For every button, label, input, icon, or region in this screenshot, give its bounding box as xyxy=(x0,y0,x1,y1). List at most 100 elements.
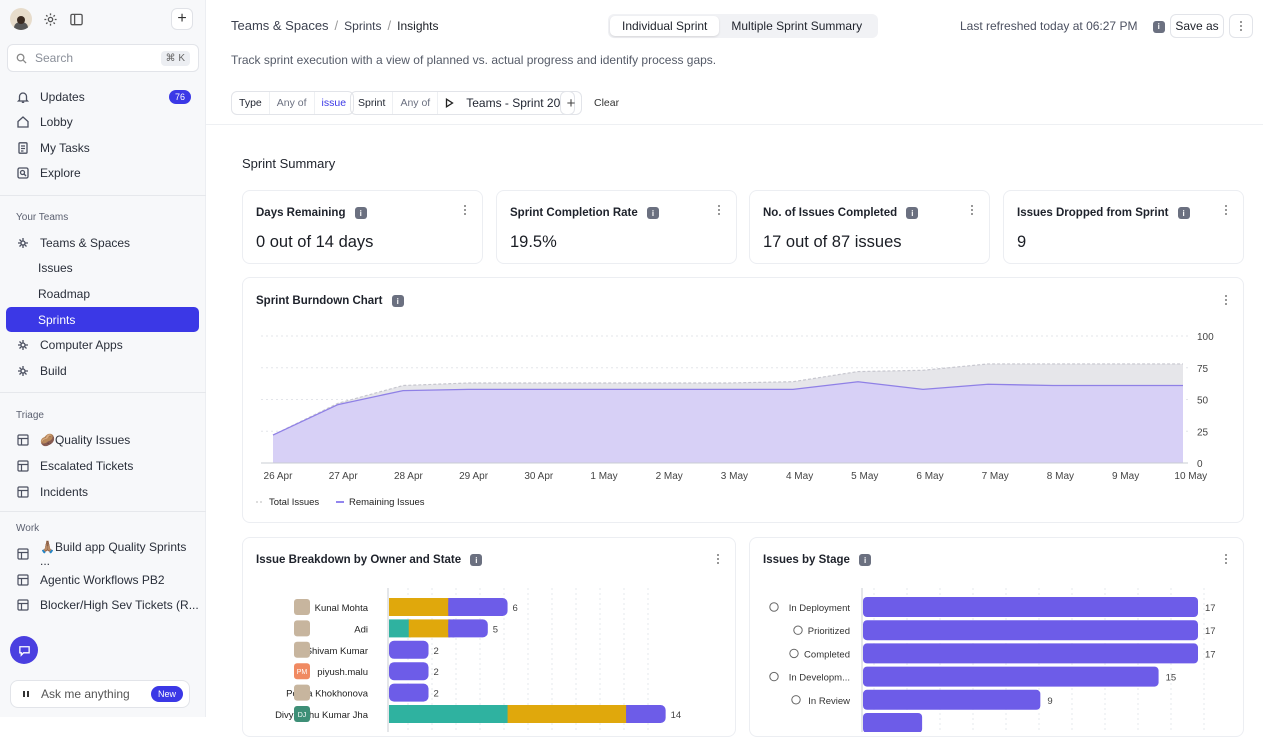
sidebar-item-updates[interactable]: Updates 76 xyxy=(6,84,199,109)
search-shortcut: ⌘ K xyxy=(160,50,190,66)
play-icon xyxy=(446,98,454,108)
owner-breakdown-chart: Kunal Mohta 6 Adi 5 Shivam Kumar 2 piyush.malu… xyxy=(275,588,681,732)
sidebar-item-label: 🙏🏽Build app Quality Sprints ... xyxy=(40,539,187,568)
info-icon[interactable]: i xyxy=(391,295,404,307)
sidebar-toggle-icon[interactable] xyxy=(68,11,84,27)
sidebar-item-label: Explore xyxy=(40,165,81,180)
x-tick-label: 10 May xyxy=(1174,471,1207,482)
save-as-button[interactable]: Save as xyxy=(1170,14,1224,38)
sidebar-item-quality-issues[interactable]: 🥔Quality Issues xyxy=(6,427,199,452)
info-icon[interactable]: i xyxy=(859,554,872,566)
gear-icon[interactable] xyxy=(42,11,58,27)
sidebar-item-incidents[interactable]: Incidents xyxy=(6,479,199,504)
breadcrumb-sprints[interactable]: Sprints xyxy=(344,19,382,33)
sidebar-item-sprints[interactable]: Sprints xyxy=(6,307,199,332)
card-menu-button[interactable] xyxy=(718,205,720,215)
sidebar-item-blocker-tickets[interactable]: Blocker/High Sev Tickets (R... xyxy=(6,592,199,617)
sidebar-item-my-tasks[interactable]: My Tasks xyxy=(6,135,199,160)
owner-name-label: Kunal Mohta xyxy=(315,603,369,614)
view-toggle: Individual Sprint Multiple Sprint Summar… xyxy=(608,14,878,38)
sidebar-item-escalated-tickets[interactable]: Escalated Tickets xyxy=(6,453,199,478)
sidebar-item-roadmap[interactable]: Roadmap xyxy=(6,281,199,306)
tab-multiple-sprint-summary[interactable]: Multiple Sprint Summary xyxy=(731,19,863,33)
info-icon[interactable]: i xyxy=(906,207,919,219)
document-icon xyxy=(16,141,30,155)
sidebar-item-build-app-quality[interactable]: 🙏🏽Build app Quality Sprints ... xyxy=(6,539,199,568)
x-tick-label: 4 May xyxy=(786,471,813,482)
breadcrumb-separator: / xyxy=(334,18,339,33)
sidebar-item-explore[interactable]: Explore xyxy=(6,160,199,185)
sidebar-divider xyxy=(0,511,206,512)
owner-name-label: Polina Khokhonova xyxy=(286,689,369,700)
filter-type[interactable]: Type Any of issue xyxy=(231,91,355,115)
sidebar-item-issues[interactable]: Issues xyxy=(6,255,199,280)
card-title: Issues Dropped from Sprint i xyxy=(1017,207,1190,219)
stage-bar xyxy=(863,713,923,732)
card-menu-button[interactable] xyxy=(971,205,973,215)
info-icon[interactable]: i xyxy=(646,207,659,219)
clear-filters-button[interactable]: Clear xyxy=(594,97,620,109)
filter-sprint-value[interactable]: Teams - Sprint 20 xyxy=(438,92,574,114)
card-menu-button[interactable] xyxy=(464,205,466,215)
chart-menu-button[interactable] xyxy=(1225,554,1227,564)
search-icon xyxy=(16,53,27,64)
owner-bar-segment xyxy=(507,705,629,723)
sidebar-item-lobby[interactable]: Lobby xyxy=(6,109,199,134)
sprocket-icon xyxy=(16,236,30,250)
stage-status-icon xyxy=(793,625,803,635)
sidebar-item-teams-spaces[interactable]: Teams & Spaces xyxy=(6,230,199,255)
stage-bar xyxy=(863,620,1198,641)
filter-type-op[interactable]: Any of xyxy=(270,92,315,114)
info-icon[interactable]: i xyxy=(354,207,367,219)
table-icon xyxy=(16,598,30,612)
kebab-icon xyxy=(1225,295,1227,305)
tab-individual-sprint[interactable]: Individual Sprint xyxy=(610,16,720,36)
owner-bar-segment xyxy=(389,598,451,616)
card-completion-rate: Sprint Completion Rate i 19.5% xyxy=(496,190,737,264)
user-avatar[interactable] xyxy=(10,8,32,30)
stage-bar xyxy=(863,643,1198,664)
sidebar-top-icons xyxy=(10,8,84,30)
x-tick-label: 5 May xyxy=(851,471,878,482)
y-tick-label: 50 xyxy=(1197,396,1209,407)
y-tick-label: 25 xyxy=(1197,427,1209,438)
search-input[interactable]: Search ⌘ K xyxy=(7,44,199,72)
issues-by-stage-chart: In Deployment 17 Prioritized 17 Completed 17 I… xyxy=(769,588,1216,732)
ask-input[interactable]: Ask me anything New xyxy=(10,680,190,708)
search-placeholder: Search xyxy=(35,51,74,65)
add-filter-button[interactable]: + xyxy=(560,91,582,115)
burndown-chart: 0 25 50 75 100 26 Apr 27 Apr 28 Apr 29 Apr 30 Apr… xyxy=(256,332,1214,508)
filter-type-value[interactable]: issue xyxy=(321,97,347,109)
stage-status-icon xyxy=(789,648,799,659)
owner-bar-segment-join xyxy=(626,705,633,723)
filter-sprint[interactable]: Sprint Any of Teams - Sprint 20 xyxy=(350,91,576,115)
sidebar-item-computer-apps[interactable]: Computer Apps xyxy=(6,332,199,357)
info-icon[interactable]: i xyxy=(1177,207,1190,219)
section-header-teams: Your Teams xyxy=(16,212,69,223)
stage-bar xyxy=(863,666,1159,687)
chat-button[interactable] xyxy=(10,636,38,664)
filter-sprint-op[interactable]: Any of xyxy=(393,92,439,114)
card-menu-button[interactable] xyxy=(1225,205,1227,215)
new-item-button[interactable]: + xyxy=(171,8,193,30)
chart-menu-button[interactable] xyxy=(1225,295,1227,305)
chart-menu-button[interactable] xyxy=(717,554,719,564)
info-icon[interactable]: i xyxy=(1152,20,1165,33)
sidebar-item-agentic-workflows[interactable]: Agentic Workflows PB2 xyxy=(6,567,199,592)
info-icon[interactable]: i xyxy=(470,554,483,566)
sidebar-item-label: 🥔Quality Issues xyxy=(40,432,131,447)
new-badge: New xyxy=(150,686,183,702)
breadcrumb-teams[interactable]: Teams & Spaces xyxy=(231,18,329,33)
sidebar-item-build[interactable]: Build xyxy=(6,358,199,383)
x-tick-label: 6 May xyxy=(916,471,943,482)
x-tick-label: 29 Apr xyxy=(459,471,489,482)
breadcrumb: Teams & Spaces / Sprints / Insights xyxy=(231,18,439,33)
card-value: 17 out of 87 issues xyxy=(763,233,902,251)
x-tick-label: 8 May xyxy=(1047,471,1074,482)
more-options-button[interactable] xyxy=(1229,14,1253,38)
sidebar-divider xyxy=(0,195,206,196)
sidebar-item-label: Build xyxy=(40,363,67,378)
stage-status-icon xyxy=(769,602,779,612)
sidebar-item-label: Escalated Tickets xyxy=(40,458,134,473)
x-tick-label: 1 May xyxy=(590,471,617,482)
